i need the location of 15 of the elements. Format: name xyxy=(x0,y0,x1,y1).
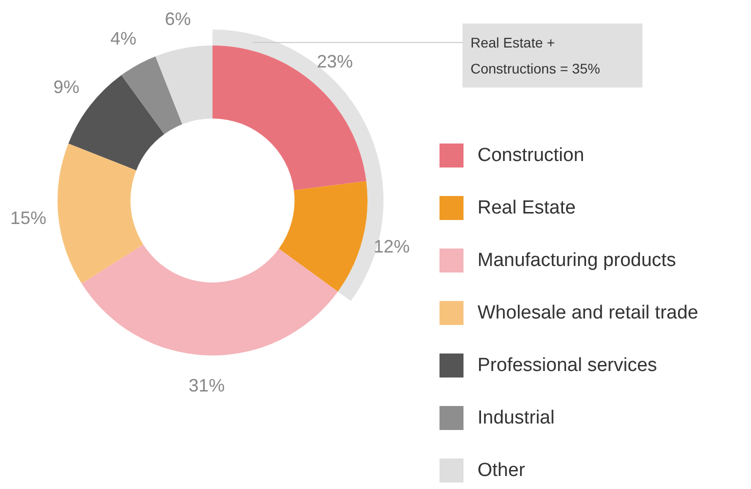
data-label: 6% xyxy=(164,8,191,29)
data-label: 23% xyxy=(316,52,353,72)
legend-label: Professional services xyxy=(478,355,658,376)
data-label: 12% xyxy=(374,236,410,257)
data-label: 15% xyxy=(10,208,46,228)
legend-label: Construction xyxy=(478,145,584,166)
legend-label: Real Estate xyxy=(478,198,576,218)
data-label: 9% xyxy=(53,77,80,98)
data-label: 4% xyxy=(110,28,136,48)
legend-label: Wholesale and retail trade xyxy=(478,302,698,324)
text: Real Estate + Constructions = 35% xyxy=(470,34,600,76)
legend-label: Manufacturing products xyxy=(478,250,676,271)
legend-label: Other xyxy=(478,460,526,481)
legend-label: Industrial xyxy=(478,408,555,428)
data-label: 31% xyxy=(188,375,225,396)
